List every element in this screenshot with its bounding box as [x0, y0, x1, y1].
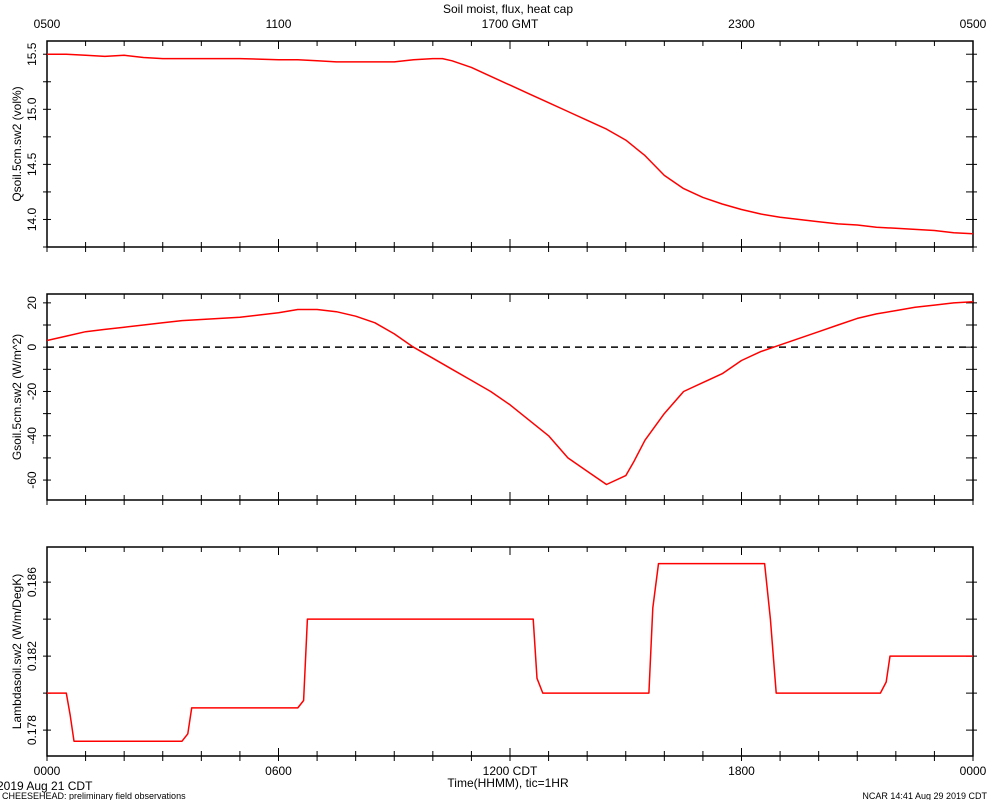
y-tick-label: 14.5 [25, 152, 39, 176]
y-axis-label: Gsoil.5cm.sw2 (W/m^2) [10, 334, 24, 460]
y-tick-label: 15.5 [25, 42, 39, 66]
y-tick-label: 15.0 [25, 97, 39, 121]
panel-frame [46, 293, 974, 501]
y-tick-label: 0 [25, 344, 39, 351]
panel-frame [46, 40, 974, 248]
top-tick-label: 0500 [960, 17, 987, 31]
y-tick-label: -20 [25, 382, 39, 400]
y-tick-label: 0.182 [25, 641, 39, 671]
y-tick-label: -60 [25, 471, 39, 489]
panel-1: 14.0 14.5 15.0 15.5 Qsoil.5cm.sw2 (vol%) [10, 40, 977, 252]
chart-title: Soil moist, flux, heat cap [443, 2, 573, 16]
y-tick-label: 0.178 [25, 715, 39, 745]
footer-project: CHEESEHEAD: preliminary field observatio… [2, 791, 186, 800]
x-axis-label: Time(HHMM), tic=1HR [447, 776, 569, 790]
bottom-tick-label: 0600 [265, 764, 292, 778]
bottom-tick-label: 0000 [960, 764, 987, 778]
bottom-axis-tick-labels: 0000 0600 1200 CDT 1800 0000 [34, 764, 987, 778]
y-tick-label: 0.186 [25, 567, 39, 597]
series-line [46, 301, 974, 486]
top-tick-label: 1700 GMT [482, 17, 539, 31]
top-tick-label: 0500 [34, 17, 61, 31]
series-line [47, 562, 973, 742]
series-line [47, 53, 974, 235]
bottom-tick-label: 0000 [34, 764, 61, 778]
bottom-tick-label: 1200 CDT [483, 764, 538, 778]
panel-2: -60 -40 -20 0 20 Gsoil.5cm.sw2 (W/m^2) [10, 293, 977, 505]
bottom-tick-label: 1800 [728, 764, 755, 778]
y-tick-label: 14.0 [25, 207, 39, 231]
top-tick-label: 2300 [728, 17, 755, 31]
top-tick-label: 1100 [266, 17, 292, 31]
footer-credit: NCAR 14:41 Aug 29 2019 CDT [862, 791, 987, 800]
y-tick-label: 20 [25, 296, 39, 310]
footer-date: 2019 Aug 21 CDT [0, 779, 93, 793]
y-tick-label: -40 [25, 427, 39, 445]
top-axis-tick-labels: 0500 1100 1700 GMT 2300 0500 [34, 17, 987, 31]
y-axis-label: Qsoil.5cm.sw2 (vol%) [10, 86, 24, 201]
y-axis-label: Lambdasoil.sw2 (W/m/DegK) [10, 574, 24, 729]
panel-frame [46, 546, 974, 757]
